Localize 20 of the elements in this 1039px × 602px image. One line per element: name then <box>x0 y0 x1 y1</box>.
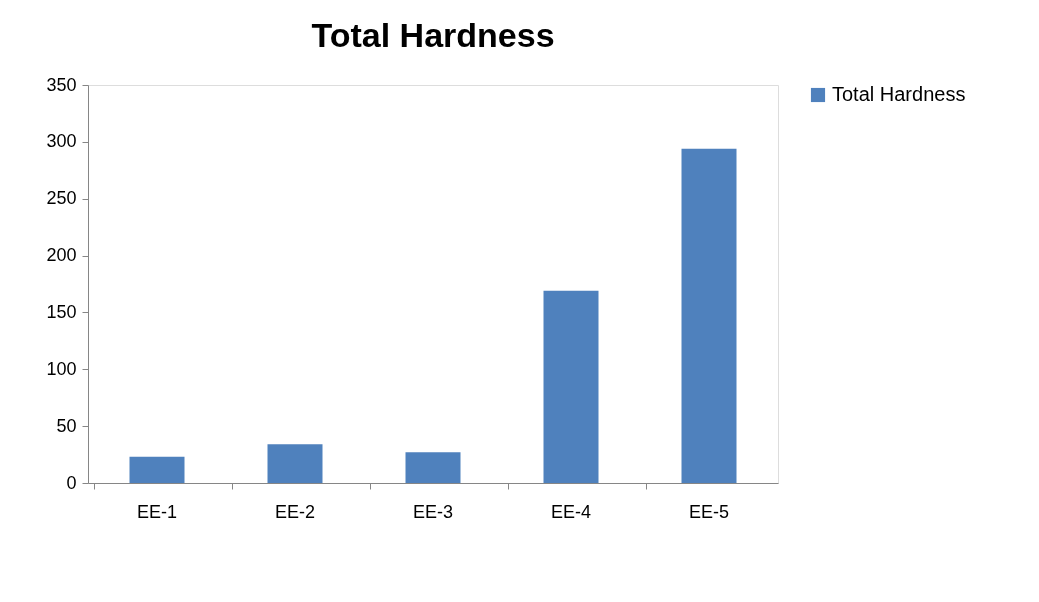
y-tick-label: 200 <box>46 245 77 266</box>
y-tick-label: 100 <box>46 358 77 379</box>
y-tick-label: 300 <box>46 131 77 152</box>
chart-title: Total Hardness <box>311 16 555 54</box>
y-tick-label: 0 <box>66 472 77 493</box>
y-tick-label: 50 <box>56 415 77 436</box>
x-tick-label: EE-4 <box>550 501 592 522</box>
y-tick-label: 350 <box>46 74 77 95</box>
bar <box>543 290 599 483</box>
bar <box>267 444 323 483</box>
x-tick-label: EE-5 <box>688 501 730 522</box>
y-tick-label: 150 <box>46 301 77 322</box>
bar <box>129 456 185 483</box>
bar <box>681 148 737 483</box>
bar <box>405 452 461 483</box>
legend-label: Total Hardness <box>832 83 966 105</box>
x-tick-label: EE-3 <box>412 501 454 522</box>
x-tick-label: EE-2 <box>274 501 316 522</box>
x-tick-label: EE-1 <box>136 501 178 522</box>
y-tick-label: 250 <box>46 188 77 209</box>
